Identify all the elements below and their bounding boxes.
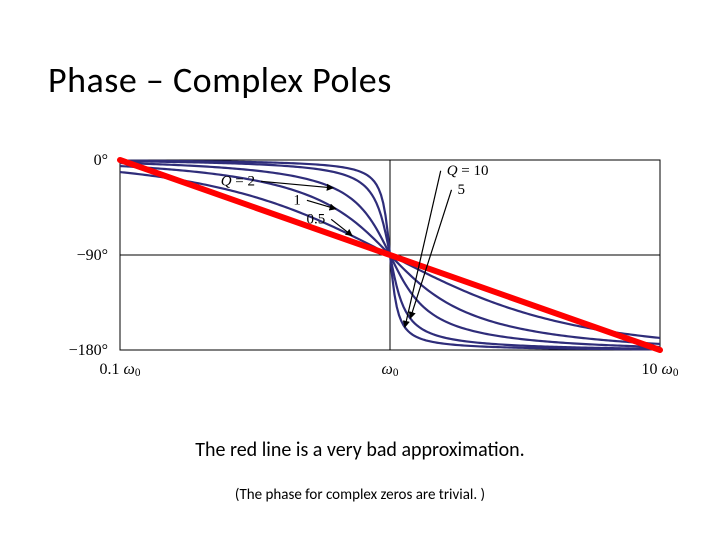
phase-chart: 0° −90° −180° 0.1 ω0 ω0 10 ω0 Q = 2 1 0.5 Q = 10 5 (60, 150, 690, 390)
caption-text: The red line is a very bad approximation… (0, 438, 720, 462)
slide: Phase – Complex Poles 0° −90° −180° 0.1 ω0 ω… (0, 0, 720, 540)
svg-text:5: 5 (458, 182, 466, 198)
slide-title: Phase – Complex Poles (48, 58, 392, 102)
subcaption-text: (The phase for complex zeros are trivial… (0, 486, 720, 504)
svg-text:−180°: −180° (69, 342, 108, 359)
svg-text:1: 1 (293, 192, 301, 208)
svg-text:10 ω0: 10 ω0 (642, 361, 679, 379)
svg-text:−90°: −90° (77, 247, 108, 264)
svg-text:0.5: 0.5 (306, 211, 325, 227)
svg-text:Q = 2: Q = 2 (221, 173, 255, 189)
svg-text:Q = 10: Q = 10 (447, 163, 489, 179)
svg-text:ω0: ω0 (382, 361, 399, 379)
svg-text:0.1 ω0: 0.1 ω0 (100, 361, 141, 379)
svg-text:0°: 0° (94, 152, 108, 169)
